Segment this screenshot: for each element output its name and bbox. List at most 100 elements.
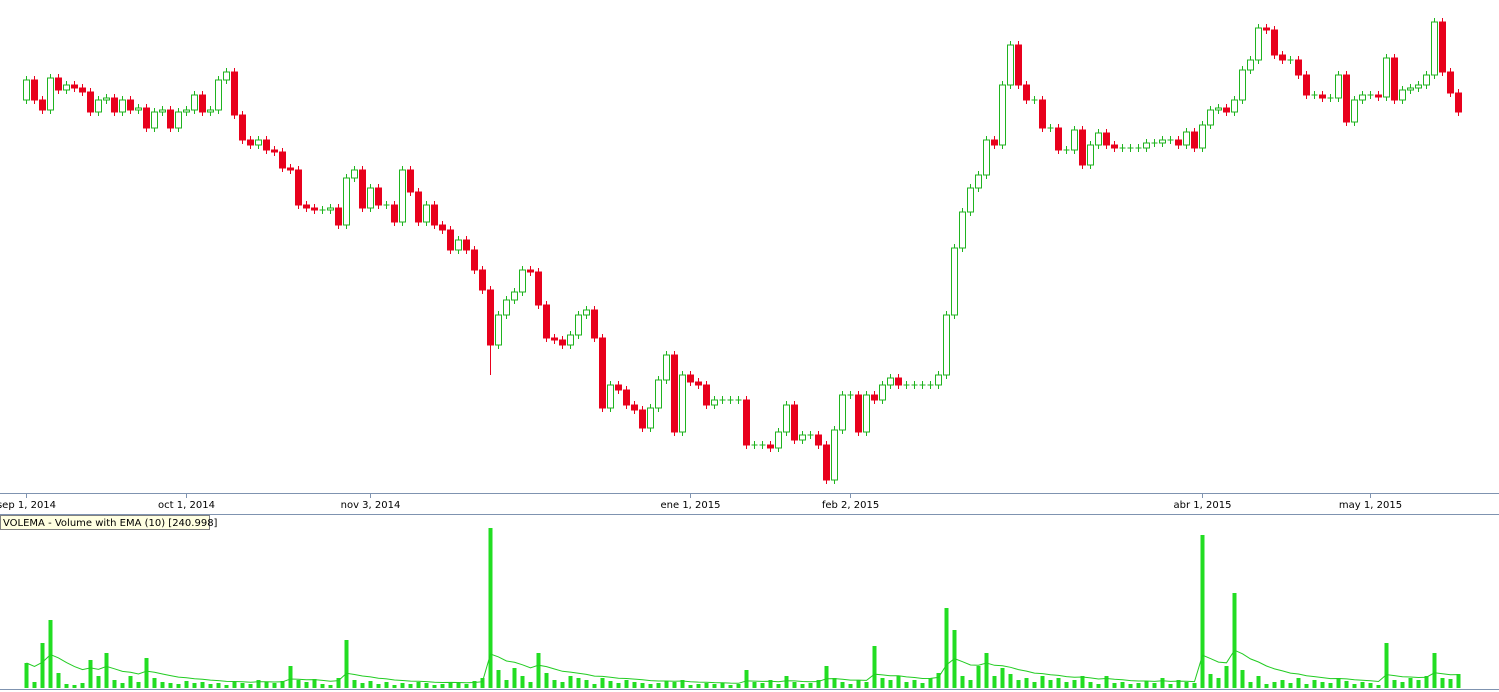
candle-body xyxy=(79,87,86,93)
candle-body xyxy=(983,139,990,176)
volume-bar xyxy=(1328,683,1333,688)
volume-bar xyxy=(1296,678,1301,688)
volume-bar xyxy=(1456,674,1461,688)
candle-body xyxy=(655,379,662,409)
volume-bar xyxy=(704,683,709,688)
candle-body xyxy=(191,94,198,111)
volume-bar xyxy=(1448,679,1453,688)
volume-bar xyxy=(912,680,917,688)
candle-body xyxy=(839,394,846,431)
candle-body xyxy=(1439,21,1446,73)
volume-bar xyxy=(584,680,589,688)
candle-body xyxy=(1175,139,1182,146)
candle-body xyxy=(447,229,454,251)
candle-body xyxy=(1415,84,1422,89)
volume-bar xyxy=(488,528,493,688)
volume-bar xyxy=(96,676,101,688)
volume-bar xyxy=(1008,674,1013,688)
volume-bar xyxy=(984,653,989,688)
volume-bar xyxy=(304,682,309,688)
candle-body xyxy=(775,431,782,449)
volume-bar xyxy=(856,680,861,688)
volume-bar xyxy=(648,684,653,688)
volume-bar xyxy=(384,682,389,688)
ema-line xyxy=(26,649,1459,684)
volume-bar xyxy=(784,676,789,688)
volume-bar xyxy=(400,683,405,688)
candle-body xyxy=(1183,131,1190,146)
volume-bar xyxy=(600,678,605,688)
volume-bar xyxy=(1152,683,1157,688)
volume-bar xyxy=(1032,682,1037,688)
x-tick-label: nov 3, 2014 xyxy=(341,500,401,511)
volume-bar xyxy=(504,680,509,688)
volume-bar xyxy=(128,676,133,688)
volume-bar xyxy=(744,670,749,688)
candle-body xyxy=(879,384,886,401)
candle-body xyxy=(1455,92,1462,113)
candle-body xyxy=(127,99,134,111)
volume-bar xyxy=(1144,681,1149,688)
candle-body xyxy=(463,239,470,251)
candle-body xyxy=(1055,127,1062,151)
volume-bar xyxy=(240,683,245,688)
volume-bar xyxy=(760,683,765,688)
volume-bar xyxy=(72,685,77,688)
volume-bar xyxy=(1136,683,1141,688)
volume-bar xyxy=(1424,676,1429,688)
volume-bar xyxy=(736,684,741,688)
volume-bar xyxy=(1016,680,1021,688)
volume-bar xyxy=(152,678,157,688)
candle-body xyxy=(431,204,438,226)
volume-bar xyxy=(512,668,517,688)
volume-bar xyxy=(352,680,357,688)
volume-bar xyxy=(256,680,261,688)
candle-body xyxy=(1383,57,1390,98)
volume-bar xyxy=(1256,676,1261,688)
volume-bar xyxy=(1432,653,1437,688)
volume-bar xyxy=(168,683,173,688)
volume-bar xyxy=(728,685,733,688)
candle-body xyxy=(71,84,78,89)
candle-body xyxy=(1447,71,1454,94)
candle-body xyxy=(607,384,614,409)
volume-bar xyxy=(520,676,525,688)
candle-body xyxy=(1143,142,1150,149)
volume-bar xyxy=(1304,684,1309,688)
candle-body xyxy=(559,339,566,346)
volume-bar xyxy=(1288,683,1293,688)
candle-body xyxy=(767,444,774,449)
volume-bar xyxy=(816,680,821,688)
volume-bar xyxy=(664,681,669,688)
candle-body xyxy=(1111,144,1118,149)
candle-body xyxy=(711,399,718,406)
candle-body xyxy=(1103,132,1110,146)
candle-body xyxy=(631,404,638,411)
candle-body xyxy=(1351,99,1358,123)
candle-body xyxy=(167,109,174,129)
candle-body xyxy=(231,71,238,116)
volume-bar xyxy=(696,684,701,688)
volume-bar xyxy=(656,683,661,688)
volume-bar xyxy=(592,684,597,688)
x-tick-label: feb 2, 2015 xyxy=(822,500,879,511)
volume-bar xyxy=(32,682,37,688)
candle-body xyxy=(1095,132,1102,146)
candle-body xyxy=(1023,84,1030,101)
candle-body xyxy=(743,399,750,446)
candle-body xyxy=(543,304,550,339)
candle-body xyxy=(639,409,646,429)
volume-bar xyxy=(992,676,997,688)
candle-body xyxy=(351,169,358,179)
candle-body xyxy=(1263,27,1270,31)
volume-bar xyxy=(80,683,85,688)
volume-bar xyxy=(1088,682,1093,688)
volume-bar xyxy=(56,673,61,688)
candle-body xyxy=(791,404,798,441)
volume-bar xyxy=(1112,683,1117,688)
volume-bar xyxy=(1440,678,1445,688)
candle-body xyxy=(519,269,526,293)
candle-body xyxy=(1407,87,1414,91)
volume-bar xyxy=(176,684,181,688)
